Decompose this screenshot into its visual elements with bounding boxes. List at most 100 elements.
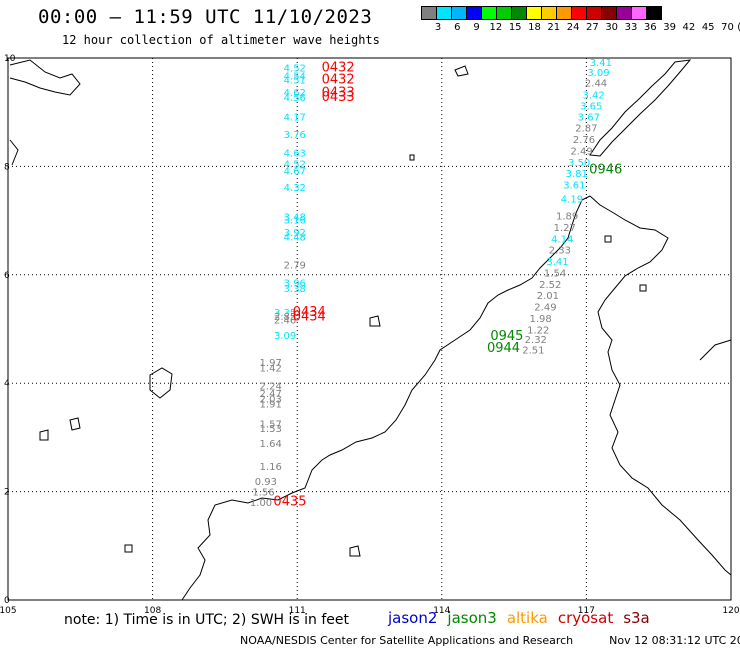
legend-swatch bbox=[481, 6, 497, 20]
pass-time-cryosat: 0434 bbox=[293, 309, 326, 324]
lat-tick-label: 2 bbox=[4, 488, 10, 498]
swh-value-jason3: 3.41 bbox=[546, 257, 568, 268]
color-scale-legend bbox=[421, 6, 662, 20]
swh-value-jason3: 1.54 bbox=[544, 268, 566, 279]
lon-tick-label: 105 bbox=[0, 606, 17, 616]
footer-note: note: 1) Time is in UTC; 2) SWH is in fe… bbox=[64, 612, 350, 628]
lon-tick-label: 108 bbox=[144, 606, 161, 616]
swh-value-cryosat: 2.24 bbox=[260, 382, 282, 393]
swh-value-jason3: 3.67 bbox=[578, 112, 600, 123]
lat-tick-label: 10 bbox=[4, 54, 16, 64]
vietnam-coast bbox=[9, 59, 81, 96]
swh-value-cryosat: 3.76 bbox=[284, 130, 306, 141]
swh-value-cryosat: 3.92 bbox=[284, 228, 306, 239]
swh-value-cryosat: 4.51 bbox=[284, 75, 306, 86]
lat-tick-label: 8 bbox=[4, 162, 10, 172]
swh-value-jason3: 3.50 bbox=[568, 158, 590, 169]
swh-value-cryosat: 1.56 bbox=[252, 487, 274, 498]
lat-tick-label: 4 bbox=[4, 379, 10, 389]
pass-time-cryosat: 0435 bbox=[273, 495, 306, 510]
swh-value-jason3: 3.09 bbox=[587, 68, 609, 79]
lat-tick-label: 6 bbox=[4, 271, 10, 281]
satellite-legend: jason2 jason3 altika cryosat s3a bbox=[388, 609, 660, 627]
swh-value-cryosat: 1.16 bbox=[260, 462, 282, 473]
legend-swatch bbox=[511, 6, 527, 20]
legend-label: 6 bbox=[454, 22, 461, 33]
swh-value-cryosat: 2.03 bbox=[260, 395, 282, 406]
swh-value-cryosat: 1.91 bbox=[260, 400, 282, 411]
swh-value-jason3: 1.89 bbox=[556, 212, 578, 223]
swh-value-cryosat: 3.09 bbox=[274, 331, 296, 342]
axis-tick-labels: 105 108 111 114 117 120 0 2 4 6 8 10 bbox=[0, 54, 740, 616]
legend-label: 24 bbox=[566, 22, 580, 33]
borneo-coast bbox=[181, 195, 591, 601]
legend-swatch bbox=[436, 6, 452, 20]
swh-value-jason3: 3.81 bbox=[566, 169, 588, 180]
pass-time-jason3: 0945 bbox=[490, 329, 523, 344]
swh-value-jason3: 1.98 bbox=[529, 314, 551, 325]
small-island-d bbox=[454, 65, 469, 77]
legend-label: 18 bbox=[528, 22, 541, 33]
legend-label: 33 bbox=[624, 22, 638, 33]
satellite-s3a: s3a bbox=[623, 609, 650, 627]
small-island-e bbox=[409, 154, 415, 161]
swh-value-cryosat: 0.93 bbox=[255, 477, 277, 488]
swh-value-jason3: 2.49 bbox=[534, 303, 556, 314]
swh-value-cryosat: 4.32 bbox=[284, 183, 306, 194]
legend-label: 39 bbox=[663, 22, 676, 33]
map-frame bbox=[7, 57, 732, 601]
swh-value-cryosat: 3.38 bbox=[284, 284, 306, 295]
swh-value-cryosat: 4.48 bbox=[284, 233, 306, 244]
swh-value-cryosat: 1.42 bbox=[260, 363, 282, 374]
legend-swatch bbox=[541, 6, 557, 20]
swh-value-cryosat: 1.00 bbox=[250, 498, 272, 509]
swh-value-cryosat: 4.56 bbox=[284, 93, 306, 104]
swh-value-jason3: 2.76 bbox=[573, 135, 595, 146]
pass-time-jason3: 0944 bbox=[487, 341, 520, 356]
pass-time-cryosat: 0433 bbox=[322, 85, 355, 100]
legend-label: 70 bbox=[721, 22, 734, 33]
sulawesi-north-coast bbox=[699, 339, 732, 361]
legend-swatch bbox=[646, 6, 662, 20]
swh-value-jason3: 4.14 bbox=[551, 234, 573, 245]
swh-value-jason3: 2.87 bbox=[575, 124, 597, 135]
palawan-coast bbox=[589, 59, 692, 157]
pass-time-cryosat: 0432 bbox=[322, 61, 355, 76]
map-gridlines bbox=[8, 58, 731, 600]
legend-swatch bbox=[556, 6, 572, 20]
swh-value-cryosat: 4.62 bbox=[284, 88, 306, 99]
legend-swatch bbox=[571, 6, 587, 20]
swh-value-cryosat: 4.54 bbox=[284, 72, 306, 83]
legend-label: 3 bbox=[434, 22, 442, 33]
legend-swatch bbox=[631, 6, 647, 20]
swh-value-cryosat: 4.52 bbox=[284, 64, 306, 75]
swh-value-cryosat: 3.96 bbox=[284, 279, 306, 290]
swh-value-cryosat: 2.47 bbox=[260, 389, 282, 400]
swh-value-jason3: 4.19 bbox=[561, 195, 583, 206]
swh-value-jason3: 2.01 bbox=[537, 291, 559, 302]
legend-label: 45 bbox=[701, 22, 715, 33]
swh-value-cryosat: 4.67 bbox=[284, 167, 306, 178]
legend-label: 15 bbox=[508, 22, 522, 33]
small-island-g bbox=[604, 235, 612, 243]
satellite-jason3: jason3 bbox=[447, 609, 497, 627]
swh-value-cryosat: 4.52 bbox=[284, 159, 306, 170]
swh-values: 4.524.544.514.624.564.173.764.634.524.67… bbox=[250, 58, 612, 509]
pass-time-cryosat: 0434 bbox=[293, 305, 326, 320]
swh-value-jason3: 2.51 bbox=[522, 345, 544, 356]
natuna-island bbox=[149, 367, 173, 399]
legend-swatch bbox=[526, 6, 542, 20]
small-island-a bbox=[39, 429, 49, 441]
credit-line: NOAA/NESDIS Center for Satellite Applica… bbox=[240, 634, 740, 647]
swh-value-cryosat: 4.17 bbox=[284, 112, 306, 123]
swh-value-jason3: 2.44 bbox=[585, 79, 607, 90]
lon-tick-label: 120 bbox=[722, 606, 739, 616]
swh-value-cryosat: 4.63 bbox=[284, 149, 306, 160]
anambas-island bbox=[69, 417, 81, 431]
lat-tick-label: 0 bbox=[4, 596, 10, 606]
swh-value-jason3: 3.65 bbox=[580, 101, 602, 112]
legend-label: 30 bbox=[605, 22, 619, 33]
legend-swatch bbox=[616, 6, 632, 20]
